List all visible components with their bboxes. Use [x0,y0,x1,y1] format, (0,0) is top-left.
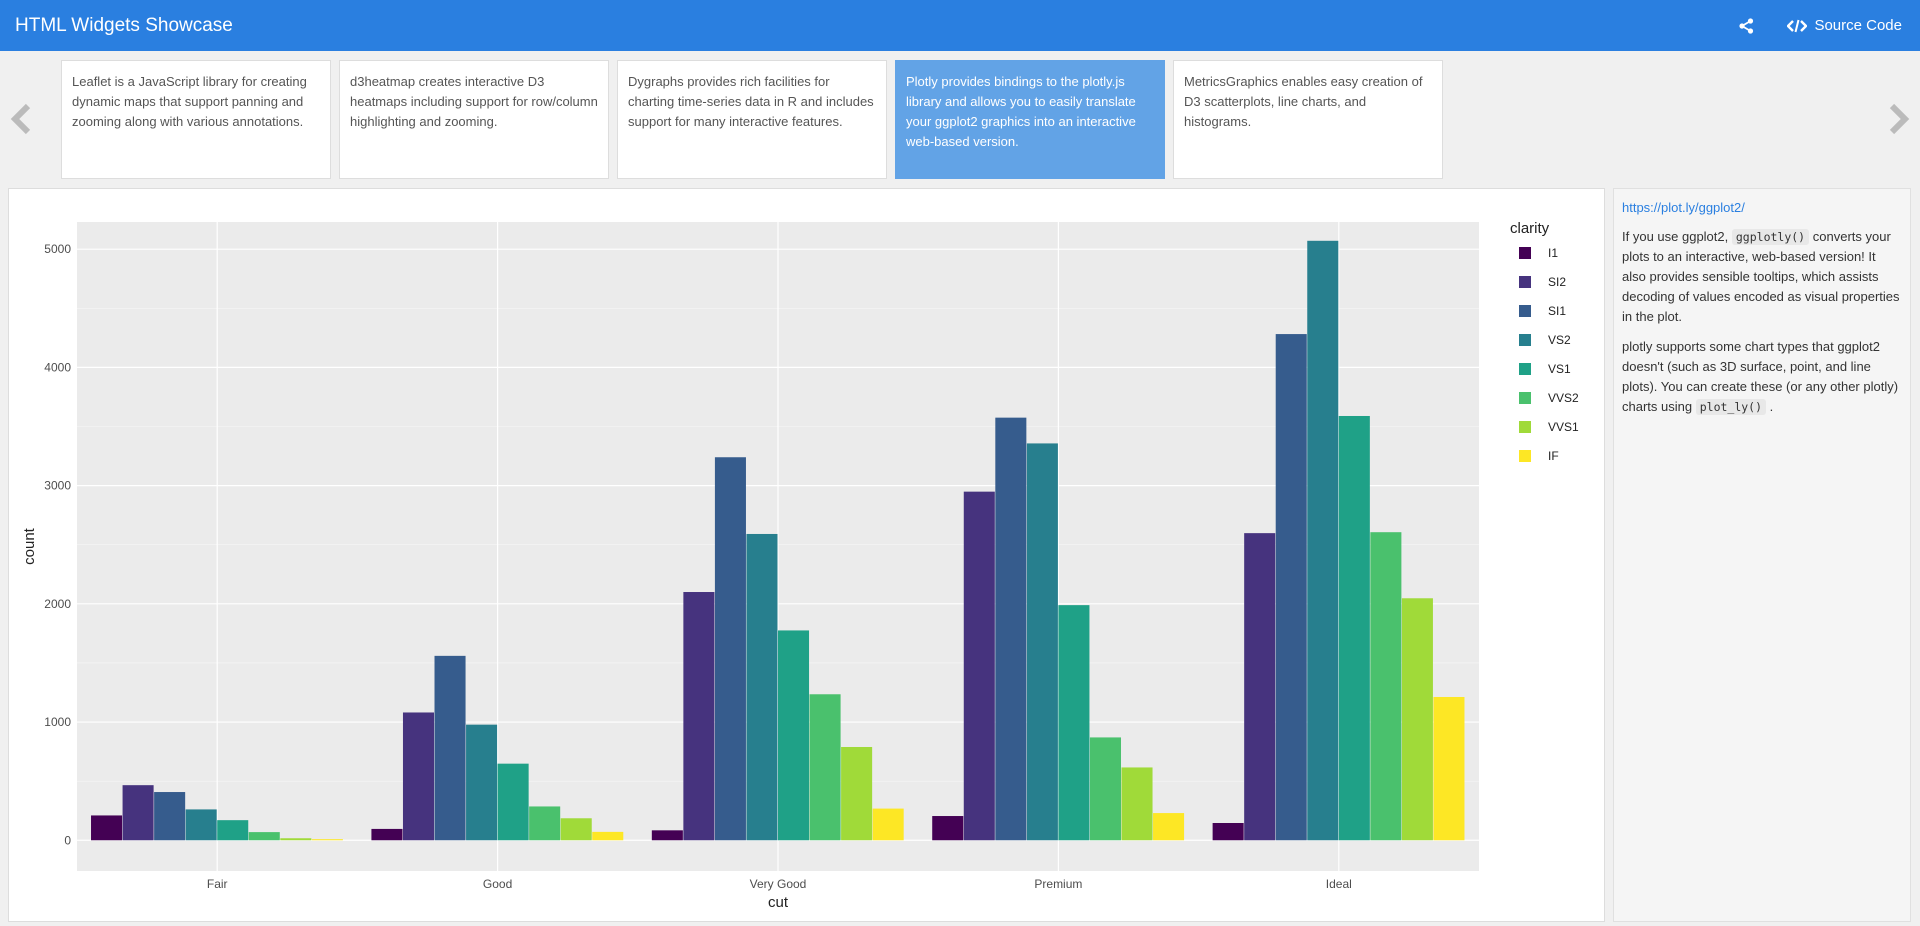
y-axis-title: count [21,527,38,565]
bar [592,831,624,841]
legend-label: VS2 [1548,333,1571,347]
navbar-actions: Source Code [1735,0,1902,51]
y-tick-label: 3000 [44,479,71,493]
legend-swatch [1519,305,1531,317]
bar [1307,240,1339,841]
sidebar-p1-text-b: converts your plots to an interactive, w… [1622,229,1900,324]
y-tick-label: 1000 [44,715,71,729]
bar [841,746,873,841]
bar [311,839,343,841]
bar [746,533,778,841]
bar [1121,767,1153,841]
legend-title: clarity [1510,220,1550,237]
bar [560,818,592,841]
plot-ly-code: plot_ly() [1695,399,1767,415]
carousel-card-plotly[interactable]: Plotly provides bindings to the plotly.j… [895,60,1165,179]
share-icon[interactable] [1735,15,1757,37]
bar [466,724,498,841]
plotly-ggplot2-link[interactable]: https://plot.ly/ggplot2/ [1622,200,1745,215]
bar [1026,443,1058,841]
legend-swatch [1519,421,1531,433]
legend-label: SI1 [1548,304,1566,318]
legend-label: I1 [1548,246,1558,260]
navbar: HTML Widgets Showcase Source Code [0,0,1920,51]
legend-label: IF [1548,449,1559,463]
bar [122,785,154,841]
x-tick-label: Fair [207,877,228,891]
legend-swatch [1519,450,1531,462]
y-tick-label: 2000 [44,597,71,611]
legend-swatch [1519,363,1531,375]
bar [91,815,123,841]
app-title[interactable]: HTML Widgets Showcase [15,14,233,36]
bar [1089,737,1121,841]
widget-carousel: Leaflet is a JavaScript library for crea… [0,51,1920,184]
bar [683,592,715,841]
bar [1275,334,1307,841]
bar [995,417,1027,841]
bar [1153,813,1185,841]
x-tick-label: Premium [1034,877,1082,891]
bar [1433,696,1465,841]
sidebar-paragraph-2: plotly supports some chart types that gg… [1622,337,1902,417]
bar [185,809,217,841]
legend-label: SI2 [1548,275,1566,289]
sidebar-p1-text-a: If you use ggplot2, [1622,229,1729,244]
y-tick-label: 4000 [44,360,71,374]
bar [1058,605,1090,841]
carousel-next-arrow-icon[interactable] [1884,99,1914,139]
bar [932,816,964,841]
legend-swatch [1519,334,1531,346]
bar [714,457,746,841]
bar [529,806,561,841]
bar [651,830,683,841]
ggplotly-code: ggplotly() [1731,229,1810,245]
bar [963,491,995,841]
bar [248,832,280,841]
bar [809,694,841,841]
legend-label: VVS1 [1548,420,1579,434]
source-code-label: Source Code [1814,17,1902,34]
x-axis-title: cut [768,894,789,911]
legend-swatch [1519,392,1531,404]
carousel-card-leaflet[interactable]: Leaflet is a JavaScript library for crea… [61,60,331,179]
x-tick-label: Ideal [1326,877,1352,891]
bar [434,655,466,841]
plotly-chart-panel: 0 1000 2000 3000 4000 5000 Fair Good Very Good Pr… [8,188,1605,922]
x-tick-label: Very Good [750,877,807,891]
sidebar-paragraph-1: If you use ggplot2, ggplotly() converts … [1622,227,1902,327]
bar [154,792,186,841]
info-sidebar: https://plot.ly/ggplot2/ If you use ggpl… [1613,188,1911,922]
legend-label: VVS2 [1548,391,1579,405]
carousel-card-dygraphs[interactable]: Dygraphs provides rich facilities for ch… [617,60,887,179]
bar [1370,532,1402,841]
bar [497,763,529,841]
carousel-card-metricsgraphics[interactable]: MetricsGraphics enables easy creation of… [1173,60,1443,179]
bar [1212,823,1244,841]
sidebar-p2-text-b: . [1769,399,1774,414]
bar-chart[interactable]: 0 1000 2000 3000 4000 5000 Fair Good Very Good Pr… [9,189,1606,923]
code-icon [1787,19,1808,33]
bar [402,712,435,841]
bar [1401,598,1433,841]
bar [1244,533,1276,841]
bar [280,838,312,841]
legend-swatch [1519,247,1531,259]
carousel-prev-arrow-icon[interactable] [6,99,36,139]
y-tick-label: 5000 [44,242,71,256]
legend-swatch [1519,276,1531,288]
source-code-button[interactable]: Source Code [1787,17,1902,34]
sidebar-p2-text-a: plotly supports some chart types that gg… [1622,339,1899,414]
legend-label: VS1 [1548,362,1571,376]
bar [778,630,810,841]
bar [371,828,403,841]
bar [1338,415,1370,841]
y-tick-label: 0 [64,833,71,847]
bar [217,820,249,841]
x-tick-label: Good [483,877,512,891]
bar [872,808,904,841]
carousel-card-d3heatmap[interactable]: d3heatmap creates interactive D3 heatmap… [339,60,609,179]
